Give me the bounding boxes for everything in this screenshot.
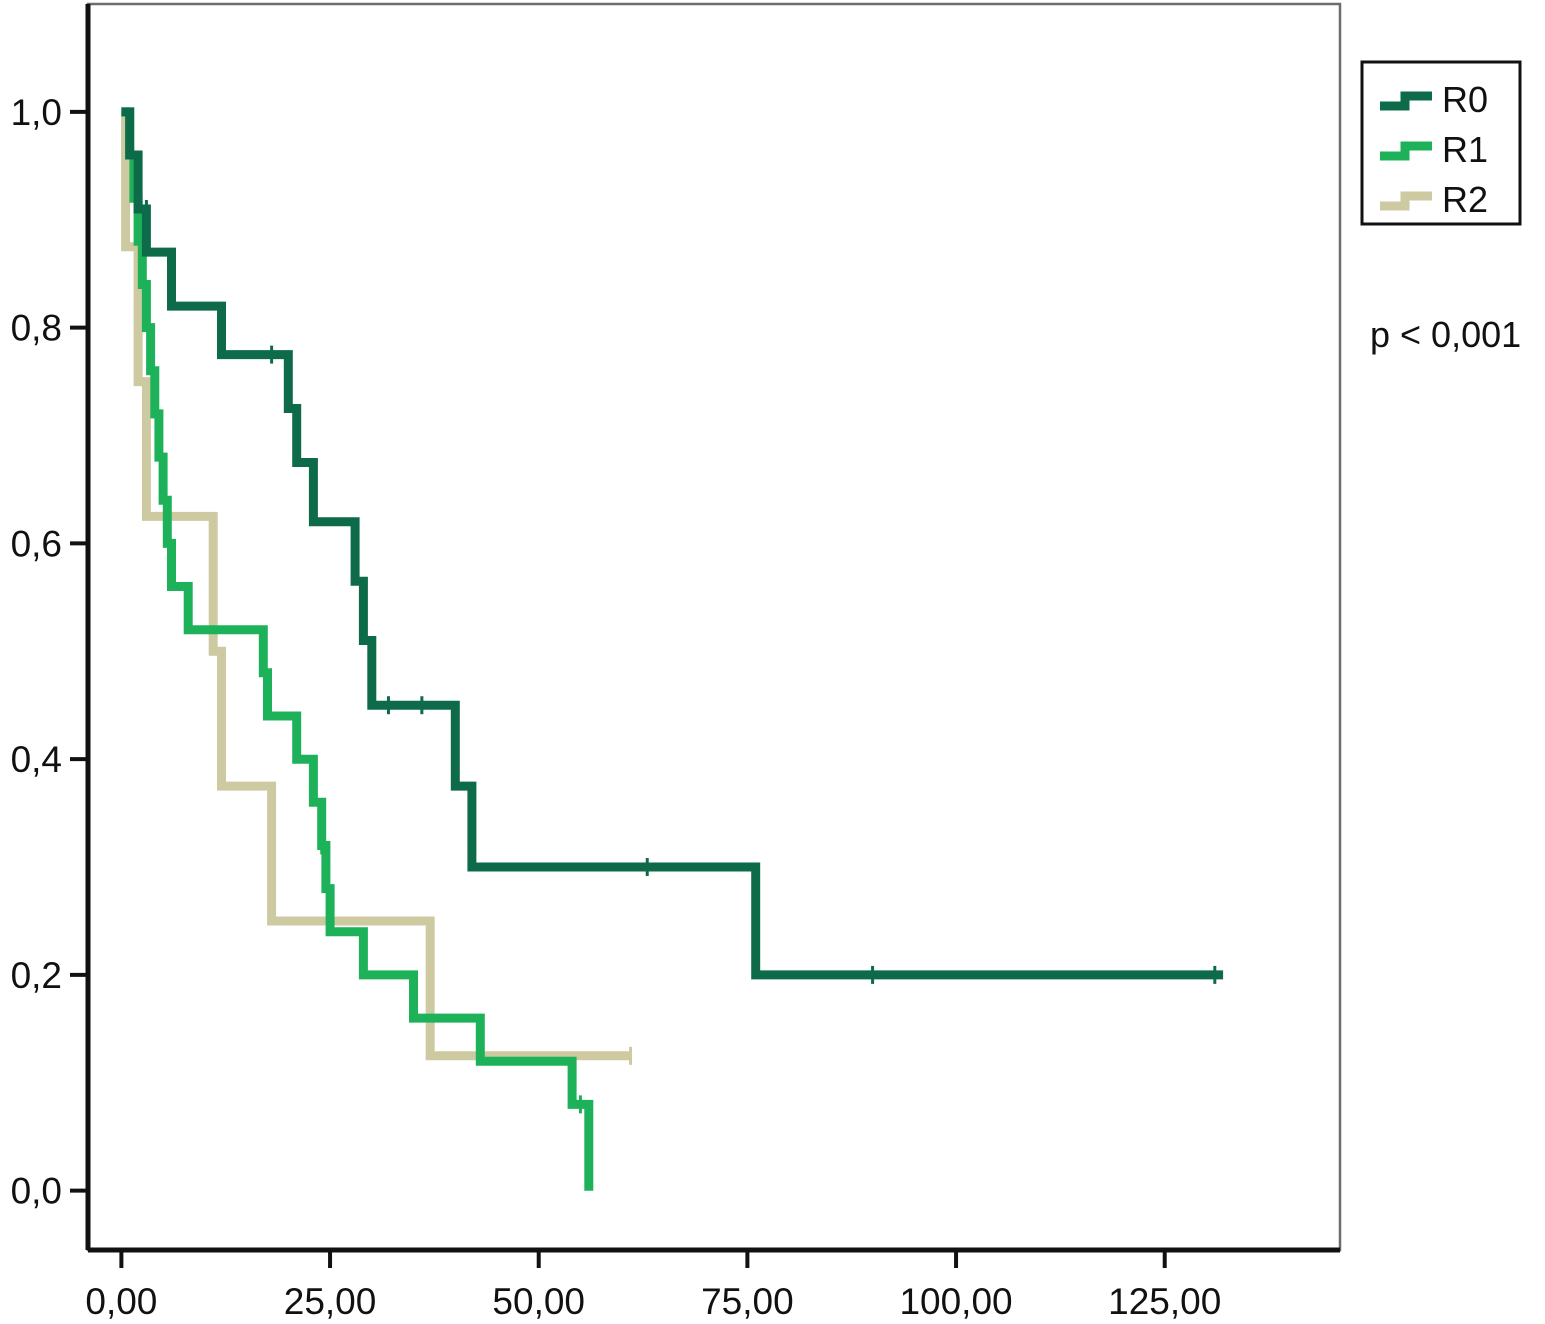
y-tick-label: 0,8 <box>11 308 62 349</box>
legend-swatch-r0 <box>1380 91 1432 111</box>
x-axis-ticks: 0,00 25,00 50,00 75,00 100,00 125,00 <box>85 1250 1221 1322</box>
legend-swatch-r1 <box>1380 141 1432 161</box>
series-r1 <box>121 107 594 1191</box>
legend-box <box>1360 60 1522 226</box>
legend-label-r0: R0 <box>1442 79 1488 120</box>
y-axis-ticks: 0,0 0,2 0,4 0,6 0,8 1,0 <box>11 92 88 1212</box>
series-line-r2 <box>121 107 631 1061</box>
series-r0 <box>121 107 1224 984</box>
legend-swatch-r2 <box>1380 191 1432 211</box>
y-tick-label: 1,0 <box>11 92 62 133</box>
p-value-annotation: p < 0,001 <box>1370 314 1521 355</box>
x-tick-label: 25,00 <box>284 1281 377 1322</box>
legend: R0 R1 R2 <box>1360 60 1522 226</box>
y-tick-label: 0,0 <box>11 1171 62 1212</box>
x-tick-label: 75,00 <box>701 1281 794 1322</box>
legend-label-r2: R2 <box>1442 179 1488 220</box>
y-tick-label: 0,4 <box>11 739 62 780</box>
x-tick-label: 100,00 <box>899 1281 1012 1322</box>
legend-label-r1: R1 <box>1442 129 1488 170</box>
x-tick-label: 50,00 <box>492 1281 585 1322</box>
series-line-r1 <box>121 107 594 1191</box>
x-tick-label: 125,00 <box>1108 1281 1221 1322</box>
x-tick-label: 0,00 <box>85 1281 157 1322</box>
y-tick-label: 0,2 <box>11 955 62 996</box>
y-tick-label: 0,6 <box>11 523 62 564</box>
series-layer <box>121 107 1224 1191</box>
plot-frame <box>86 2 1342 1252</box>
series-r2 <box>121 107 633 1065</box>
